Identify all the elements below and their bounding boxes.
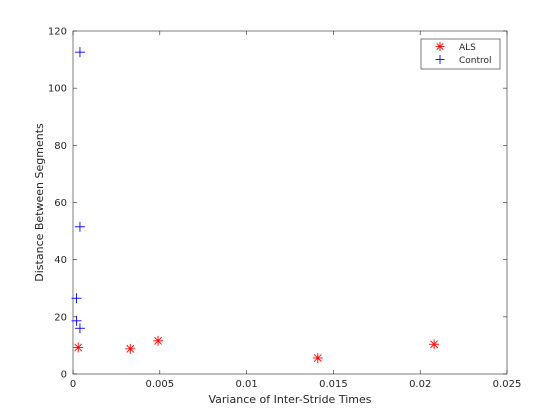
legend-box [420, 38, 501, 70]
y-tick-label: 100 [48, 84, 67, 95]
y-tick-label: 20 [54, 312, 67, 323]
legend-label-control: Control [459, 56, 492, 66]
legend-label-als: ALS [459, 43, 476, 53]
x-tick-label: 0.02 [409, 379, 431, 390]
y-axis: 0 20 40 60 80 100 120 [48, 27, 507, 381]
x-tick-label: 0.015 [319, 379, 348, 390]
y-tick-label: 80 [54, 141, 67, 152]
plot-area [72, 30, 508, 375]
x-tick-label: 0 [70, 379, 76, 390]
y-tick-label: 40 [54, 255, 67, 266]
x-tick-label: 0.025 [493, 379, 522, 390]
y-axis-label: Distance Between Segments [33, 123, 46, 282]
data-point-control [74, 47, 85, 58]
y-tick-label: 0 [61, 370, 67, 381]
legend-marker-als-glyph [435, 42, 445, 51]
legend: ALS Control [420, 38, 501, 70]
x-axis: 0 0.005 0.01 0.015 0.02 0.025 [70, 31, 522, 390]
data-point-als [429, 339, 440, 350]
data-point-als [125, 343, 136, 354]
y-tick-label: 120 [48, 27, 67, 38]
legend-marker-control-glyph [435, 55, 445, 64]
data-point-als [73, 342, 84, 353]
x-axis-label: Variance of Inter-Stride Times [209, 393, 372, 406]
x-tick-label: 0.005 [145, 379, 174, 390]
data-point-control [74, 221, 85, 232]
x-tick-label: 0.01 [235, 379, 257, 390]
data-point-control [74, 323, 85, 334]
data-point-control [71, 315, 82, 326]
y-tick-label: 60 [54, 198, 67, 209]
data-point-als [312, 352, 323, 363]
legend-marker-control [435, 55, 445, 64]
data-points [71, 47, 440, 363]
legend-marker-als [435, 42, 445, 51]
data-point-control [71, 293, 82, 304]
data-point-als [153, 335, 164, 346]
